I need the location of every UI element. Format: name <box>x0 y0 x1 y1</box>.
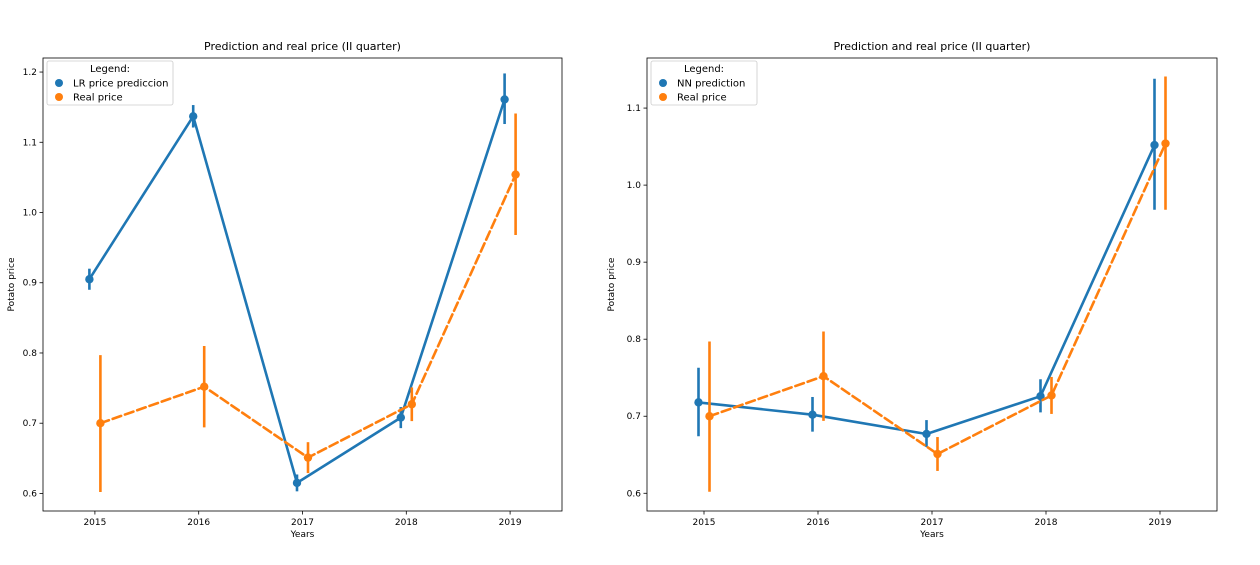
data-point <box>1036 392 1045 401</box>
y-tick-label: 1.0 <box>23 209 38 219</box>
y-tick-label: 0.7 <box>627 412 641 422</box>
x-tick-label: 2018 <box>395 518 418 528</box>
data-point <box>819 371 828 381</box>
x-tick-label: 2015 <box>83 518 106 528</box>
legend-entry: NN prediction <box>677 79 745 90</box>
data-point <box>808 410 817 419</box>
x-tick-label: 2017 <box>291 518 314 528</box>
data-point <box>1047 391 1056 400</box>
data-point <box>922 429 931 439</box>
data-point <box>705 412 714 421</box>
legend-marker <box>55 79 63 87</box>
chart-lr-prediction: Prediction and real price (II quarter) 0.… <box>7 40 563 540</box>
y-tick-label: 0.9 <box>23 279 38 289</box>
x-tick-label: 2015 <box>693 518 716 528</box>
x-tick-label: 2017 <box>921 518 944 528</box>
legend-marker <box>659 79 667 87</box>
y-tick-label: 0.9 <box>627 258 642 268</box>
legend-box <box>650 60 758 106</box>
data-point <box>1150 140 1159 150</box>
data-point <box>500 95 509 104</box>
x-tick-label: 2019 <box>499 518 522 528</box>
data-point <box>200 382 209 391</box>
data-point <box>511 170 520 179</box>
y-axis-label: Potato price <box>607 257 617 311</box>
data-point <box>933 449 942 459</box>
plot-area <box>646 57 1218 512</box>
data-point <box>396 413 405 422</box>
y-tick-label: 1.1 <box>23 138 37 148</box>
legend-marker <box>659 93 667 101</box>
data-point <box>189 112 198 121</box>
y-tick-label: 0.6 <box>23 489 38 499</box>
data-point <box>303 453 313 462</box>
x-tick-label: 2018 <box>1035 518 1058 528</box>
y-tick-label: 0.6 <box>627 489 642 499</box>
x-axis-label: Years <box>919 530 944 540</box>
y-tick-label: 0.8 <box>23 349 38 359</box>
y-tick-label: 1.1 <box>627 104 641 114</box>
x-tick-label: 2016 <box>187 518 210 528</box>
y-tick-label: 0.7 <box>23 419 37 429</box>
series-prediction <box>694 78 1159 448</box>
y-axis-label: Potato price <box>7 257 17 311</box>
x-tick-label: 2019 <box>1149 518 1172 528</box>
data-point <box>96 419 105 428</box>
legend-title: Legend: <box>90 64 130 75</box>
x-tick-label: 2016 <box>807 518 830 528</box>
y-tick-label: 1.0 <box>627 181 642 191</box>
y-tick-label: 1.2 <box>23 68 37 78</box>
legend-entry: LR price prediccion <box>73 79 169 90</box>
data-point <box>85 275 94 284</box>
chart-nn-prediction: Prediction and real price (II quarter) 0.… <box>607 40 1218 540</box>
chart-title: Prediction and real price (II quarter) <box>204 40 401 53</box>
series-real-price <box>705 76 1170 492</box>
data-point <box>407 400 416 409</box>
legend-entry: Real price <box>677 93 727 104</box>
legend-title: Legend: <box>684 64 724 75</box>
legend: Legend: LR price prediccion Real price <box>46 60 174 106</box>
x-axis-label: Years <box>290 530 315 540</box>
data-point <box>694 398 703 407</box>
y-tick-label: 0.8 <box>627 335 642 345</box>
legend-box <box>46 60 174 106</box>
data-point <box>292 478 302 488</box>
series-real-price <box>96 113 520 493</box>
plot-area <box>42 57 563 512</box>
chart-title: Prediction and real price (II quarter) <box>834 40 1031 53</box>
data-point <box>1161 139 1170 148</box>
legend: Legend: NN prediction Real price <box>650 60 758 106</box>
legend-entry: Real price <box>73 93 123 104</box>
legend-marker <box>55 93 63 101</box>
